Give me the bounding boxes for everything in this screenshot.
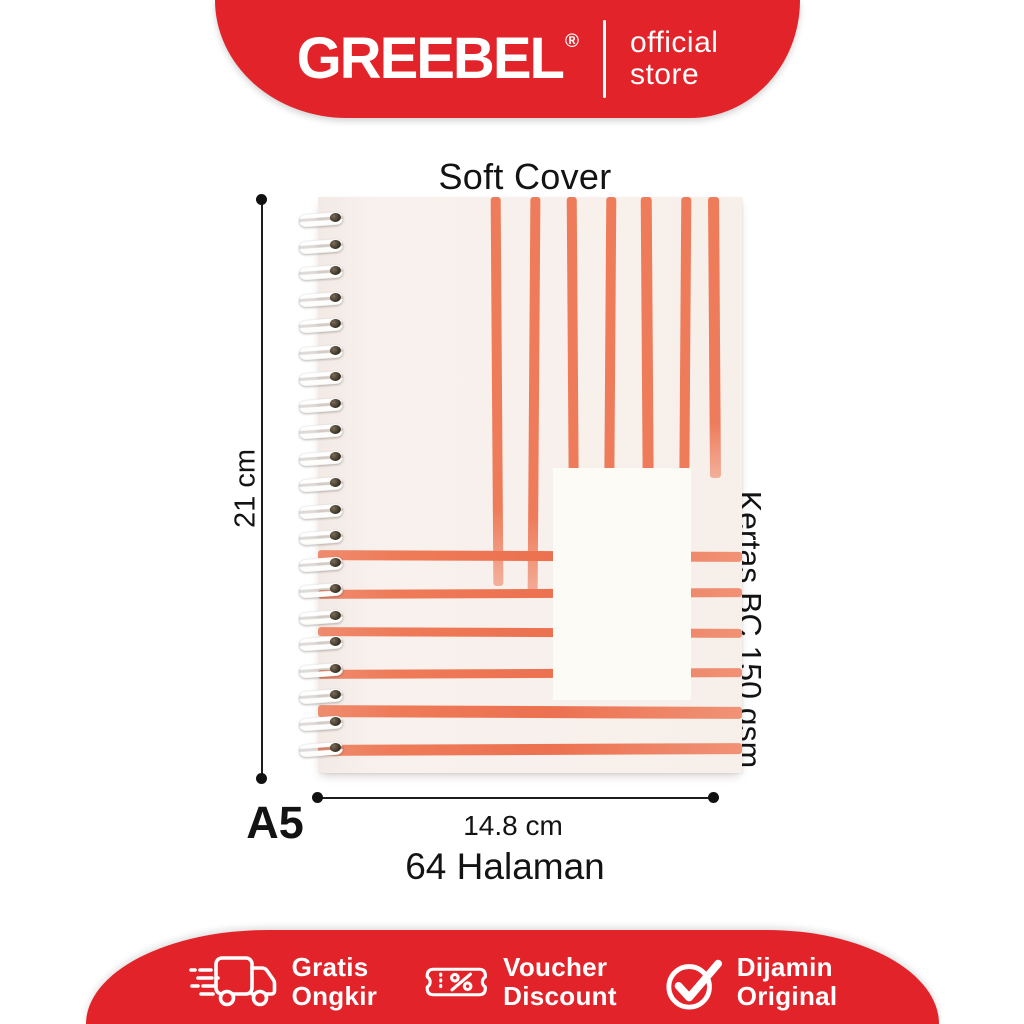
spiral-eyelet (329, 716, 342, 726)
spiral-eyelet (329, 212, 342, 223)
spiral-loop (298, 529, 344, 546)
spiral-eyelet (329, 557, 342, 567)
spiral-loop (298, 502, 344, 520)
spiral-eyelet (329, 292, 342, 302)
spiral-loop (298, 290, 344, 308)
spiral-loop (298, 264, 344, 281)
feature-label: Gratis Ongkir (291, 951, 378, 1011)
cover-horizontal-stripe (317, 743, 743, 756)
spiral-eyelet (329, 610, 342, 620)
spiral-loop (298, 211, 344, 228)
spiral-eyelet (329, 689, 342, 700)
height-dimension-line (261, 199, 263, 779)
width-label: 14.8 cm (463, 810, 563, 841)
spiral-loop (298, 714, 344, 732)
spiral-loop (298, 370, 344, 387)
spiral-loop (298, 343, 344, 361)
spiral-eyelet (329, 477, 342, 488)
spiral-loop (298, 741, 344, 758)
original-check-icon (666, 959, 722, 1010)
feature-guaranteed-original: Dijamin Original (663, 951, 838, 1011)
store-label-line2: store (629, 58, 700, 91)
cover-label-box (553, 468, 691, 700)
feature-voucher-discount: Voucher Discount (423, 951, 617, 1011)
feature-label-line2: Ongkir (291, 981, 378, 1011)
spiral-loop (298, 608, 344, 626)
discount-voucher-icon (425, 967, 488, 997)
feature-label-line2: Original (736, 981, 838, 1011)
cover-vertical-stripe (708, 196, 721, 479)
height-dimension-top-dot (256, 194, 267, 205)
spiral-loop (298, 635, 344, 652)
spiral-eyelet (329, 504, 342, 514)
spiral-loop (298, 449, 344, 467)
spiral-eyelet (329, 451, 342, 461)
feature-label-line1: Voucher (503, 951, 608, 982)
spiral-loop (298, 237, 344, 255)
spiral-loop (298, 476, 344, 493)
spiral-eyelet (329, 583, 342, 594)
spiral-loop (298, 555, 344, 573)
spiral-loop (298, 317, 344, 334)
spiral-eyelet (329, 239, 342, 249)
notebook-cover (317, 196, 743, 773)
spiral-eyelet (329, 265, 342, 276)
store-label-line1: official (629, 25, 719, 59)
spiral-loop (298, 582, 344, 599)
registered-trademark-icon: ® (564, 31, 579, 52)
size-label: A5 (246, 797, 304, 848)
spiral-eyelet (329, 345, 342, 355)
footer-banner: Gratis Ongkir Voucher Discount (86, 930, 939, 1024)
top-banner: GREEBEL ® official store (215, 0, 800, 118)
brand-name: GREEBEL (296, 26, 565, 91)
pages-label: 64 Halaman (405, 846, 605, 887)
shipping-truck-icon (188, 956, 276, 1007)
spiral-eyelet (329, 636, 342, 647)
feature-label-line2: Discount (503, 981, 617, 1011)
spiral-loop (298, 688, 344, 705)
cover-vertical-stripe (527, 196, 541, 598)
width-dimension-right-dot (708, 792, 719, 803)
feature-label-line1: Gratis (291, 951, 369, 982)
brand-logo: GREEBEL ® (297, 30, 579, 88)
feature-label: Dijamin Original (736, 951, 838, 1011)
spiral-eyelet (329, 398, 342, 408)
feature-label-line1: Dijamin (736, 951, 833, 982)
store-label: official store (629, 25, 719, 91)
width-dimension-left-dot (312, 792, 323, 803)
cover-vertical-stripe (490, 196, 504, 587)
spiral-eyelet (329, 530, 342, 541)
spiral-binding (298, 197, 349, 773)
height-label: 21 cm (229, 449, 262, 528)
spiral-loop (298, 661, 344, 679)
spiral-eyelet (329, 371, 342, 382)
header-divider (602, 20, 606, 98)
feature-free-shipping: Gratis Ongkir (188, 951, 378, 1013)
cover-type-label: Soft Cover (438, 156, 612, 197)
cover-horizontal-stripe (317, 705, 743, 719)
spiral-loop (298, 396, 344, 414)
spiral-eyelet (329, 318, 342, 329)
spiral-eyelet (329, 424, 342, 435)
spiral-eyelet (329, 742, 342, 753)
height-dimension-bottom-dot (256, 773, 267, 784)
width-dimension-line (318, 797, 714, 799)
feature-label: Voucher Discount (503, 951, 617, 1011)
spiral-loop (298, 423, 344, 440)
spiral-eyelet (329, 663, 342, 673)
